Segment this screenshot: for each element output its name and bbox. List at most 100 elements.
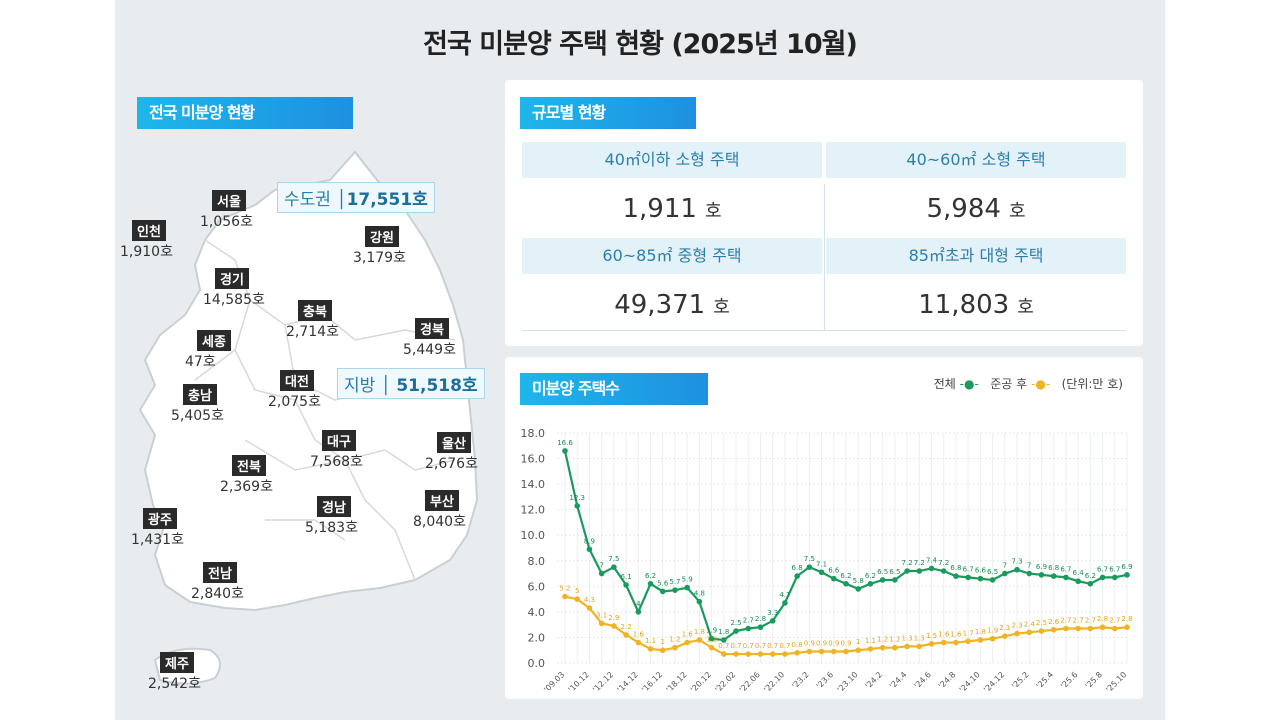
- data-label: 1.6: [950, 631, 962, 639]
- data-point: [696, 637, 703, 643]
- data-point: [733, 651, 739, 657]
- y-tick-label: 18.0: [521, 427, 546, 440]
- data-label: 1.8: [694, 628, 705, 636]
- data-point: [977, 637, 984, 643]
- data-label: 0.7: [718, 642, 729, 650]
- page-title: 전국 미분양 주택 현황 (2025년 10월): [423, 29, 858, 60]
- y-tick-label: 0.0: [528, 657, 546, 670]
- data-point: [1026, 629, 1033, 636]
- data-point: [769, 618, 776, 624]
- data-label: 5: [575, 587, 579, 595]
- chart-card: 미분양 주택수 전체 -●- 준공 후 -●- (단위:만 호) 0.0 2.0 4…: [505, 357, 1143, 699]
- data-label: 0.9: [816, 640, 827, 648]
- region-name: 충남: [183, 384, 217, 405]
- data-label: 1.9: [706, 627, 717, 635]
- data-label: 3.1: [596, 611, 607, 619]
- region-value: 5,449호: [403, 342, 456, 358]
- data-point: [965, 574, 971, 581]
- data-point: [1111, 625, 1118, 632]
- data-point: [745, 625, 752, 632]
- data-label: 0.7: [755, 642, 766, 650]
- y-tick-label: 10.0: [521, 529, 546, 542]
- legend-total-marker: -●-: [959, 377, 979, 391]
- data-label: 2.8: [1121, 615, 1132, 623]
- region-name: 경북: [415, 318, 449, 339]
- data-label: 6.8: [1048, 564, 1059, 572]
- data-point: [684, 584, 690, 591]
- data-point: [830, 648, 837, 655]
- data-label: 4: [636, 600, 641, 608]
- data-point: [623, 632, 629, 638]
- data-point: [1014, 630, 1020, 637]
- data-label: 7.4: [926, 556, 938, 564]
- y-tick-label: 16.0: [521, 453, 546, 466]
- region-name: 울산: [437, 432, 471, 453]
- data-label: 1.8: [975, 628, 986, 636]
- data-point: [1063, 625, 1069, 632]
- data-label: 1.2: [877, 636, 888, 644]
- data-label: 5.2: [559, 585, 570, 593]
- data-point: [1075, 578, 1081, 585]
- data-point: [928, 565, 935, 572]
- region-name: 강원: [365, 226, 399, 247]
- line-chart: 0.0 2.0 4.0 6.0 8.0 10.0 12.0 14.0 16.0 18.0 '09.0…: [521, 427, 1133, 694]
- data-label: 2.6: [1048, 618, 1060, 626]
- data-point: [989, 635, 996, 642]
- capital-area-summary: 수도권 │17,551호: [277, 182, 435, 213]
- data-point: [867, 580, 874, 587]
- data-point: [708, 644, 715, 651]
- size-value: 1,911 호: [622, 194, 722, 224]
- data-label: 6.7: [1060, 565, 1071, 573]
- size-label: 40~60㎡ 소형 주택: [826, 142, 1126, 178]
- data-label: 5.9: [682, 576, 693, 584]
- legend-total-label: 전체: [933, 377, 956, 391]
- data-label: 5.8: [853, 577, 864, 585]
- region-value: 2,714호: [286, 324, 339, 340]
- data-label: 1.6: [938, 631, 950, 639]
- size-label: 40㎡이하 소형 주택: [522, 142, 822, 178]
- data-point: [733, 628, 739, 634]
- data-point: [782, 651, 788, 657]
- data-point: [916, 643, 923, 650]
- data-label: 1.1: [645, 637, 656, 645]
- data-point: [928, 641, 935, 647]
- y-tick-label: 8.0: [528, 555, 546, 568]
- x-tick-label: '18.12: [664, 670, 688, 694]
- data-point: [598, 570, 605, 577]
- x-tick-label: '09.03: [542, 670, 566, 694]
- data-point: [892, 644, 898, 651]
- data-point: [1099, 624, 1106, 631]
- data-point: [586, 546, 593, 553]
- data-point: [684, 639, 690, 646]
- data-point: [1075, 625, 1081, 632]
- data-label: 7.5: [608, 555, 619, 563]
- data-point: [855, 586, 862, 592]
- data-label: 6.2: [865, 572, 876, 580]
- region-value: 8,040호: [413, 514, 466, 530]
- region-name: 전북: [232, 455, 266, 476]
- data-point: [647, 580, 654, 587]
- region-value: 1,431호: [131, 532, 184, 548]
- data-label: 4.3: [584, 596, 595, 604]
- region-name: 경남: [317, 496, 351, 517]
- data-label: 0.7: [730, 642, 741, 650]
- data-label: 2.7: [1085, 617, 1096, 625]
- data-label: 2.8: [755, 615, 766, 623]
- data-point: [855, 647, 862, 654]
- data-label: 1.7: [963, 629, 974, 637]
- region-name: 인천: [132, 220, 166, 241]
- data-point: [904, 643, 910, 650]
- divider: [522, 330, 1126, 331]
- data-label: 2.7: [743, 617, 754, 625]
- data-label: 1.8: [718, 628, 729, 636]
- data-label: 6.8: [792, 564, 803, 572]
- data-point: [1002, 570, 1008, 577]
- x-tick-label: '12.12: [591, 670, 615, 694]
- data-point: [843, 648, 849, 655]
- data-label: 1.2: [669, 636, 680, 644]
- data-point: [782, 600, 788, 606]
- data-label: 1.5: [926, 632, 937, 640]
- unit-note: (단위:만 호): [1061, 377, 1123, 391]
- data-label: 2.3: [1011, 622, 1022, 630]
- region-value: 1,056호: [200, 214, 253, 230]
